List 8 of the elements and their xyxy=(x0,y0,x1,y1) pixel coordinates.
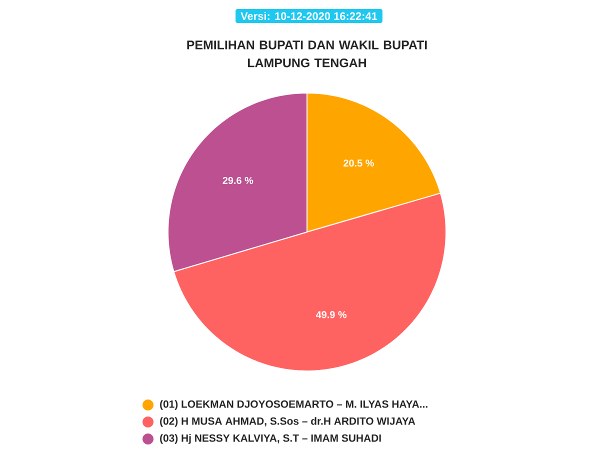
data-label: 20.5 % xyxy=(344,160,374,167)
chart-title: PEMILIHAN BUPATI DAN WAKIL BUPATI LAMPUNG TENGAH xyxy=(187,40,427,68)
data-label: 49.9 % xyxy=(316,311,347,318)
legend-label: (03) Hj NESSY KALVIYA, S.T – IMAM SUHADI xyxy=(160,434,381,444)
data-label: 29.6 % xyxy=(222,176,254,184)
text: Versi: 10-12-2020 16:22:41 xyxy=(240,12,378,20)
legend-label: (02) H MUSA AHMAD, S.Sos – dr.H ARDITO WIJAYA xyxy=(160,417,416,427)
legend-label: (01) LOEKMAN DJOYOSOEMARTO – M. ILYAS HAYA... xyxy=(160,400,428,410)
